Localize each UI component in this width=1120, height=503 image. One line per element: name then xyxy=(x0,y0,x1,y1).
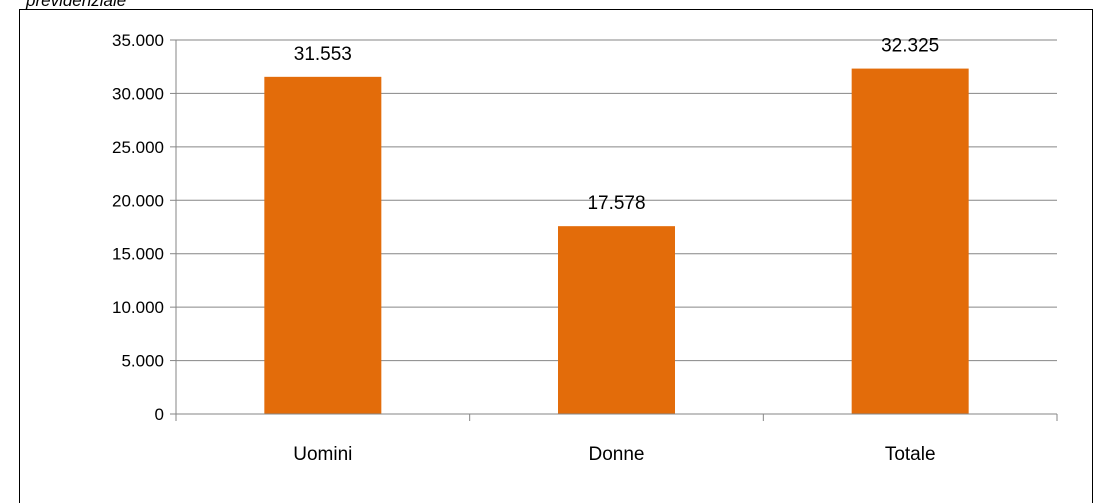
caption-fragment: previdenziale xyxy=(26,0,127,10)
y-tick-label: 10.000 xyxy=(112,298,164,317)
y-tick-label: 5.000 xyxy=(121,352,164,371)
x-tick-label: Uomini xyxy=(293,444,352,465)
y-tick-label: 25.000 xyxy=(112,138,164,157)
y-tick-label: 30.000 xyxy=(112,84,164,103)
y-tick-label: 20.000 xyxy=(112,191,164,210)
bar-uomini xyxy=(264,76,382,415)
y-tick-label: 15.000 xyxy=(112,245,164,264)
bar-totale xyxy=(851,68,969,414)
data-label: 32.325 xyxy=(881,36,939,57)
data-label: 31.553 xyxy=(294,44,352,65)
axes xyxy=(170,39,1058,421)
labels: 0 5.000 10.000 15.000 20.000 25.000 30.000 35.0… xyxy=(112,31,939,465)
bars xyxy=(264,68,969,415)
data-label: 17.578 xyxy=(587,193,645,214)
x-tick-label: Donne xyxy=(589,444,645,465)
chart-frame xyxy=(19,9,1093,503)
bar-donne xyxy=(558,226,675,414)
y-tick-label: 35.000 xyxy=(112,31,164,50)
x-tick-label: Totale xyxy=(885,444,936,465)
y-tick-label: 0 xyxy=(155,405,164,424)
